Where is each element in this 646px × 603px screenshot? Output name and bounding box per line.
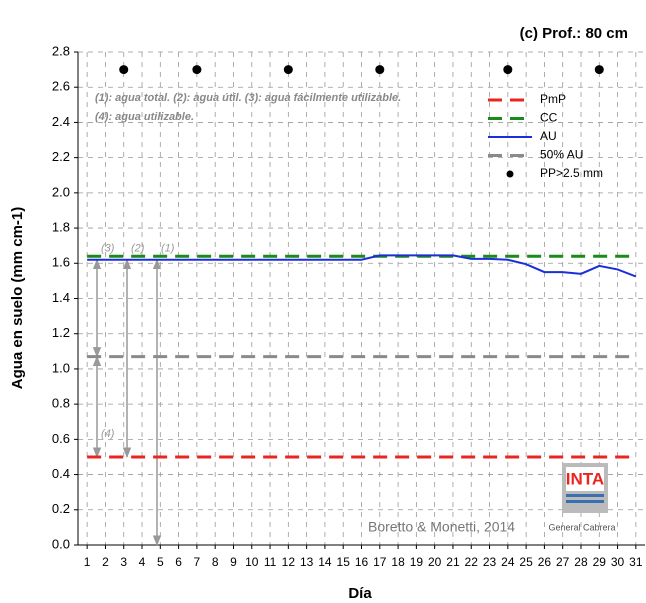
legend-marker — [506, 170, 514, 178]
chart-title: (c) Prof.: 80 cm — [520, 25, 628, 42]
y-tick-label: 0.8 — [52, 396, 70, 411]
x-tick-label: 2 — [102, 555, 109, 569]
x-tick-label: 24 — [501, 555, 515, 569]
note: (1): agua total. (2): agua útil. (3): ag… — [95, 92, 401, 104]
x-tick-label: 9 — [230, 555, 237, 569]
logo-caption: General Cabrera — [548, 522, 615, 532]
logo-text: INTA — [566, 469, 604, 488]
x-tick-label: 1 — [84, 555, 91, 569]
legend-label: PP>2.5 mm — [540, 166, 603, 180]
x-tick-label: 25 — [519, 555, 533, 569]
x-tick-label: 29 — [593, 555, 607, 569]
x-tick-label: 20 — [428, 555, 442, 569]
arrow-label: (3) — [101, 243, 115, 255]
arrow-label: (1) — [161, 243, 175, 255]
x-tick-label: 28 — [574, 555, 588, 569]
x-tick-label: 23 — [483, 555, 497, 569]
y-tick-label: 2.2 — [52, 149, 70, 164]
y-tick-label: 0.2 — [52, 501, 70, 516]
x-tick-label: 6 — [175, 555, 182, 569]
y-axis-label: Agua en suelo (mm cm-1) — [9, 207, 26, 390]
logo-inner — [566, 467, 604, 491]
arrow-label: (2) — [131, 243, 145, 255]
x-tick-label: 16 — [355, 555, 369, 569]
y-tick-label: 0.6 — [52, 431, 70, 446]
y-tick-label: 0.0 — [52, 536, 70, 551]
x-tick-label: 11 — [264, 555, 277, 569]
legend-label: PmP — [540, 92, 566, 106]
x-tick-label: 17 — [373, 555, 387, 569]
x-tick-label: 4 — [139, 555, 146, 569]
legend-label: CC — [540, 111, 558, 125]
x-tick-label: 14 — [318, 555, 332, 569]
point — [192, 65, 202, 75]
point — [594, 65, 604, 75]
legend-label: 50% AU — [540, 148, 583, 162]
x-tick-label: 3 — [120, 555, 127, 569]
y-tick-label: 0.4 — [52, 466, 70, 481]
y-tick-label: 2.4 — [52, 114, 70, 129]
x-tick-label: 31 — [629, 555, 643, 569]
logo-stripe — [566, 500, 604, 503]
note: (4): agua utilizable. — [95, 111, 194, 123]
y-tick-label: 1.4 — [52, 290, 70, 305]
x-tick-label: 10 — [245, 555, 259, 569]
point — [375, 65, 385, 75]
point — [283, 65, 293, 75]
x-tick-label: 7 — [194, 555, 201, 569]
arrow-label: (4) — [101, 428, 115, 440]
x-axis-label: Día — [348, 585, 372, 602]
y-tick-label: 1.0 — [52, 360, 70, 375]
x-tick-label: 13 — [300, 555, 314, 569]
y-tick-label: 2.0 — [52, 184, 70, 199]
credit: Boretto & Monetti, 2014 — [368, 519, 515, 535]
x-tick-label: 30 — [611, 555, 625, 569]
x-tick-label: 27 — [556, 555, 570, 569]
x-tick-label: 18 — [391, 555, 405, 569]
x-tick-label: 8 — [212, 555, 219, 569]
x-tick-label: 26 — [538, 555, 552, 569]
legend-label: AU — [540, 129, 557, 143]
point — [503, 65, 513, 75]
series-line — [87, 254, 637, 278]
x-tick-label: 5 — [157, 555, 164, 569]
y-tick-label: 2.6 — [52, 79, 70, 94]
y-tick-label: 1.8 — [52, 220, 70, 235]
x-tick-label: 21 — [446, 555, 460, 569]
x-tick-label: 15 — [337, 555, 351, 569]
x-tick-label: 12 — [282, 555, 296, 569]
point — [119, 65, 129, 75]
y-tick-label: 2.8 — [52, 43, 70, 58]
y-tick-label: 1.2 — [52, 325, 70, 340]
logo-stripe — [566, 494, 604, 497]
x-tick-label: 22 — [465, 555, 479, 569]
y-tick-label: 1.6 — [52, 255, 70, 270]
x-tick-label: 19 — [410, 555, 424, 569]
